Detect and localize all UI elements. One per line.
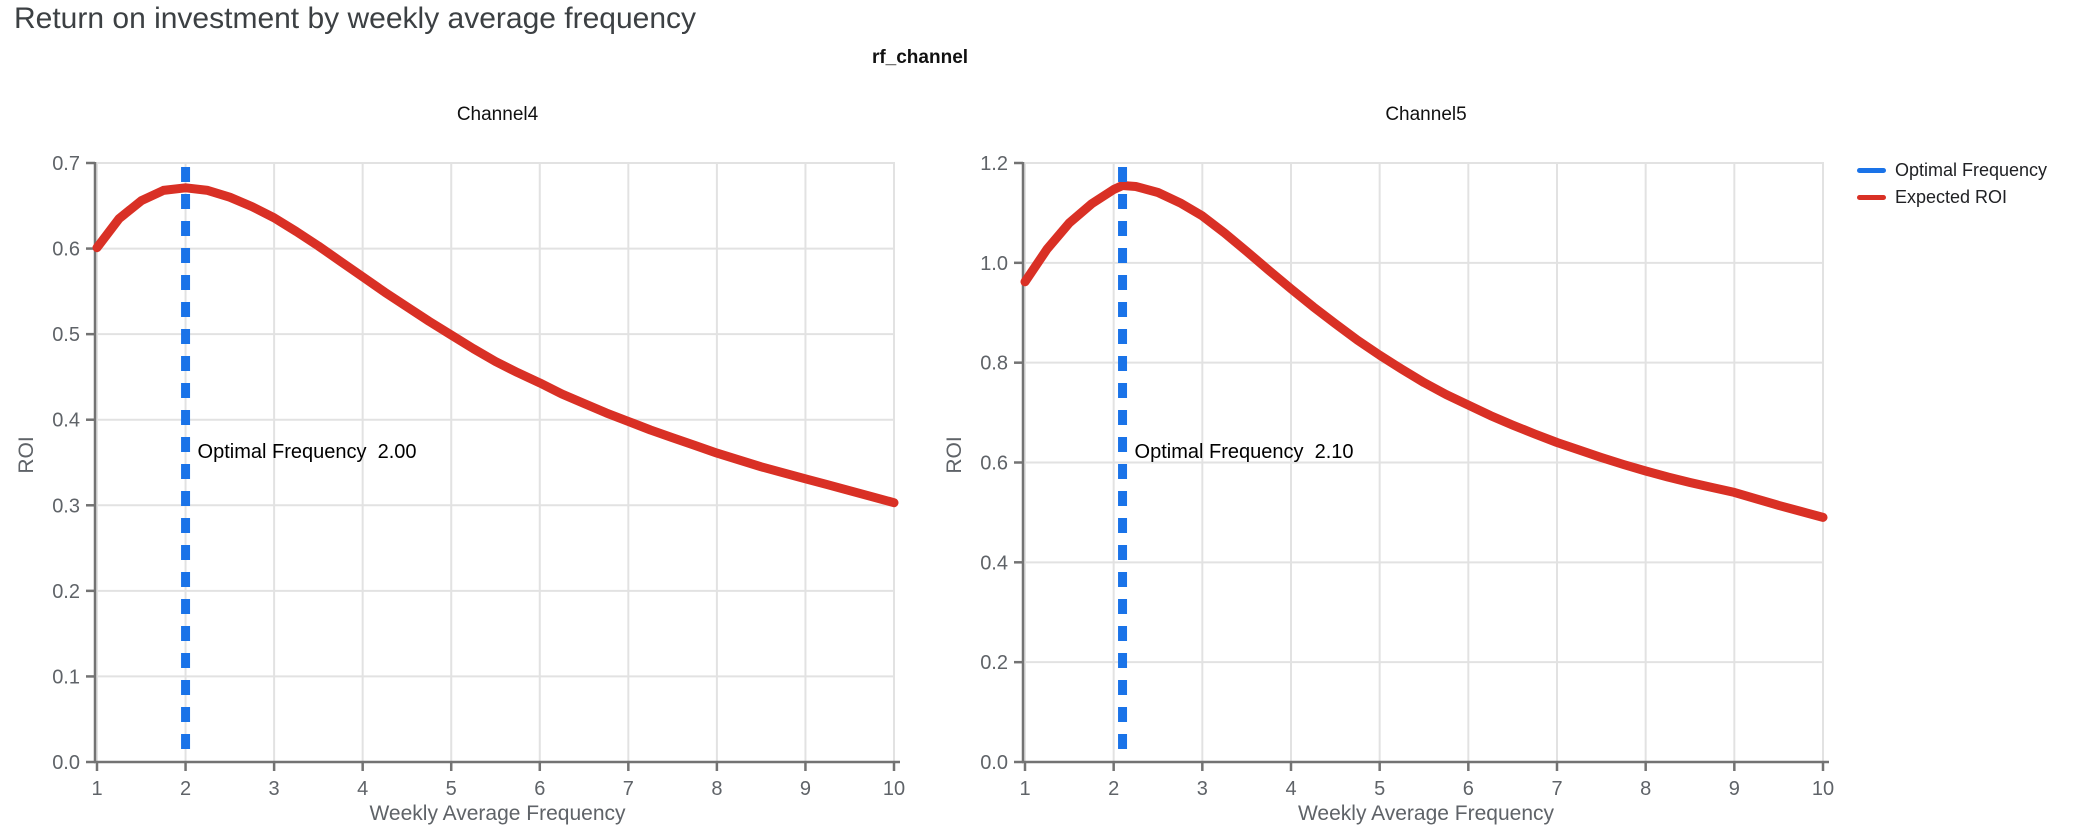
x-tick-label: 2: [1108, 778, 1119, 800]
x-axis-label-channel4: Weekly Average Frequency: [369, 802, 626, 825]
expected-roi-curve: [1020, 181, 1828, 522]
x-tick-label: 5: [446, 778, 457, 800]
y-tick-label: 0.0: [980, 752, 1008, 774]
x-tick-label: 10: [1812, 778, 1834, 800]
x-tick-label: 10: [883, 778, 905, 800]
y-tick-label: 0.3: [52, 495, 80, 517]
legend-item-optimal-frequency: Optimal Frequency: [1857, 160, 2047, 180]
y-axis-label-channel4: ROI: [15, 436, 38, 474]
x-tick-label: 2: [180, 778, 191, 800]
x-tick-label: 3: [269, 778, 280, 800]
optimal-frequency-annotation: Optimal Frequency 2.10: [1135, 441, 1354, 463]
legend-label-expected-roi: Expected ROI: [1895, 186, 2008, 207]
optimal-frequency-annotation: Optimal Frequency 2.00: [198, 441, 417, 463]
subplot-title-channel5: Channel5: [1385, 104, 1467, 125]
y-tick-label: 0.4: [52, 410, 80, 432]
x-tick-label: 5: [1374, 778, 1385, 800]
x-tick-label: 7: [1551, 778, 1562, 800]
y-tick-label: 0.7: [52, 153, 80, 175]
y-tick-label: 0.0: [52, 752, 80, 774]
y-tick-label: 1.0: [980, 253, 1008, 275]
legend-item-expected-roi: Expected ROI: [1857, 187, 2047, 207]
y-tick-label: 0.2: [52, 581, 80, 603]
x-tick-label: 9: [1729, 778, 1740, 800]
legend-line-optimal-frequency-icon: [1857, 167, 1886, 173]
x-tick-label: 7: [623, 778, 634, 800]
x-tick-label: 1: [1019, 778, 1030, 800]
x-axis-label-channel5: Weekly Average Frequency: [1297, 802, 1555, 825]
y-tick-label: 0.1: [52, 666, 80, 688]
legend: Optimal Frequency Expected ROI: [1857, 160, 2047, 207]
y-tick-label: 0.6: [52, 239, 80, 261]
y-tick-label: 0.6: [980, 453, 1008, 475]
x-tick-label: 8: [711, 778, 722, 800]
x-tick-label: 1: [91, 778, 102, 800]
y-tick-label: 1.2: [980, 153, 1008, 175]
subplot-title-channel4: Channel4: [456, 104, 539, 125]
y-tick-label: 0.2: [980, 652, 1008, 674]
expected-roi-curve: [92, 183, 899, 508]
x-tick-label: 4: [1285, 778, 1296, 800]
x-tick-label: 8: [1640, 778, 1651, 800]
x-tick-label: 6: [1463, 778, 1474, 800]
x-tick-label: 9: [800, 778, 811, 800]
figure-suptitle: rf_channel: [871, 47, 969, 68]
legend-line-expected-roi-icon: [1857, 194, 1886, 200]
y-tick-label: 0.4: [980, 552, 1008, 574]
x-tick-label: 4: [357, 778, 368, 800]
y-tick-label: 0.8: [980, 353, 1008, 375]
x-tick-label: 3: [1197, 778, 1208, 800]
x-tick-label: 6: [534, 778, 545, 800]
legend-label-optimal-frequency: Optimal Frequency: [1895, 159, 2048, 180]
y-tick-label: 0.5: [52, 324, 80, 346]
page-title: Return on investment by weekly average f…: [14, 2, 697, 35]
y-axis-label-channel5: ROI: [943, 436, 966, 474]
